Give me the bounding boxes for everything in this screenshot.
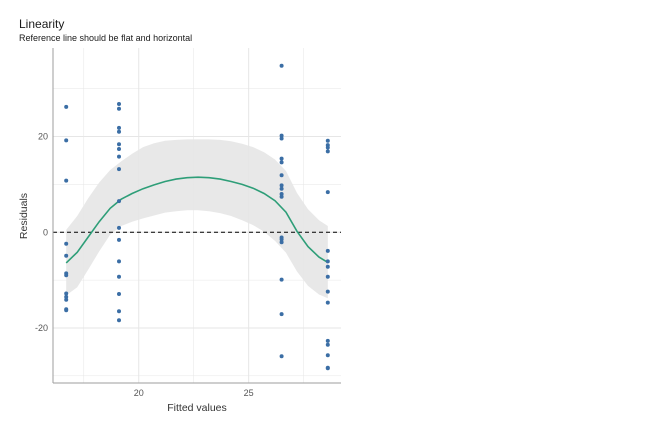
data-point	[279, 156, 284, 161]
data-point	[279, 354, 284, 359]
data-point	[117, 147, 121, 151]
data-point	[279, 240, 284, 245]
confidence-band-layer	[66, 139, 328, 299]
data-point	[325, 274, 330, 279]
data-point	[279, 237, 284, 242]
data-point	[64, 104, 69, 109]
data-point	[117, 309, 121, 314]
y-axis-label: Residuals	[18, 193, 30, 239]
data-point	[279, 186, 284, 191]
data-point	[279, 133, 284, 138]
data-point	[117, 259, 121, 264]
smooth-line-layer	[65, 176, 329, 264]
data-point	[64, 297, 69, 302]
data-point	[117, 318, 121, 323]
data-point	[117, 129, 121, 134]
data-point	[325, 338, 330, 343]
axes	[52, 48, 341, 384]
y-tick-label: -20	[35, 323, 48, 333]
data-point	[64, 253, 69, 258]
y-tick-label: 0	[43, 227, 48, 237]
data-point	[117, 167, 121, 172]
data-point	[117, 102, 121, 106]
data-point	[325, 366, 330, 371]
data-point	[117, 199, 121, 204]
data-point	[117, 292, 121, 296]
data-point	[279, 277, 284, 282]
data-point	[325, 289, 330, 294]
x-tick-label: 20	[134, 388, 144, 398]
y-tick-label: 20	[38, 132, 48, 142]
data-point	[64, 241, 69, 246]
chart-title: Linearity	[19, 17, 64, 31]
data-point	[325, 300, 330, 305]
data-point	[64, 138, 69, 143]
x-axis-label: Fitted values	[167, 402, 227, 414]
data-point	[117, 274, 121, 279]
data-point	[117, 125, 121, 130]
data-point	[325, 149, 330, 154]
data-point	[117, 225, 121, 230]
data-point	[117, 237, 121, 242]
data-point	[64, 308, 69, 313]
chart-subtitle: Reference line should be flat and horizo…	[19, 33, 192, 43]
data-point	[279, 63, 284, 68]
data-point	[279, 192, 284, 196]
data-point	[279, 183, 284, 188]
data-point	[117, 142, 121, 147]
data-point	[64, 291, 69, 296]
data-point	[325, 248, 330, 253]
tick-labels: 20 25 -20 0 20	[35, 132, 254, 398]
data-point	[325, 342, 330, 347]
x-tick-label: 25	[244, 388, 254, 398]
data-point	[64, 294, 69, 299]
data-point	[325, 190, 330, 195]
data-point	[325, 145, 330, 150]
data-point	[279, 312, 284, 317]
data-point	[325, 264, 330, 269]
data-point	[117, 154, 121, 159]
data-point	[64, 178, 69, 183]
data-point	[279, 160, 284, 165]
confidence-band	[66, 139, 328, 299]
data-point	[279, 173, 284, 178]
data-point	[325, 138, 330, 143]
data-point	[64, 273, 69, 278]
smooth-line	[65, 176, 329, 264]
data-point	[117, 106, 121, 111]
data-point	[279, 194, 284, 199]
data-point	[325, 259, 330, 264]
points-layer	[64, 63, 330, 371]
data-point	[325, 353, 330, 358]
data-point	[279, 136, 284, 141]
